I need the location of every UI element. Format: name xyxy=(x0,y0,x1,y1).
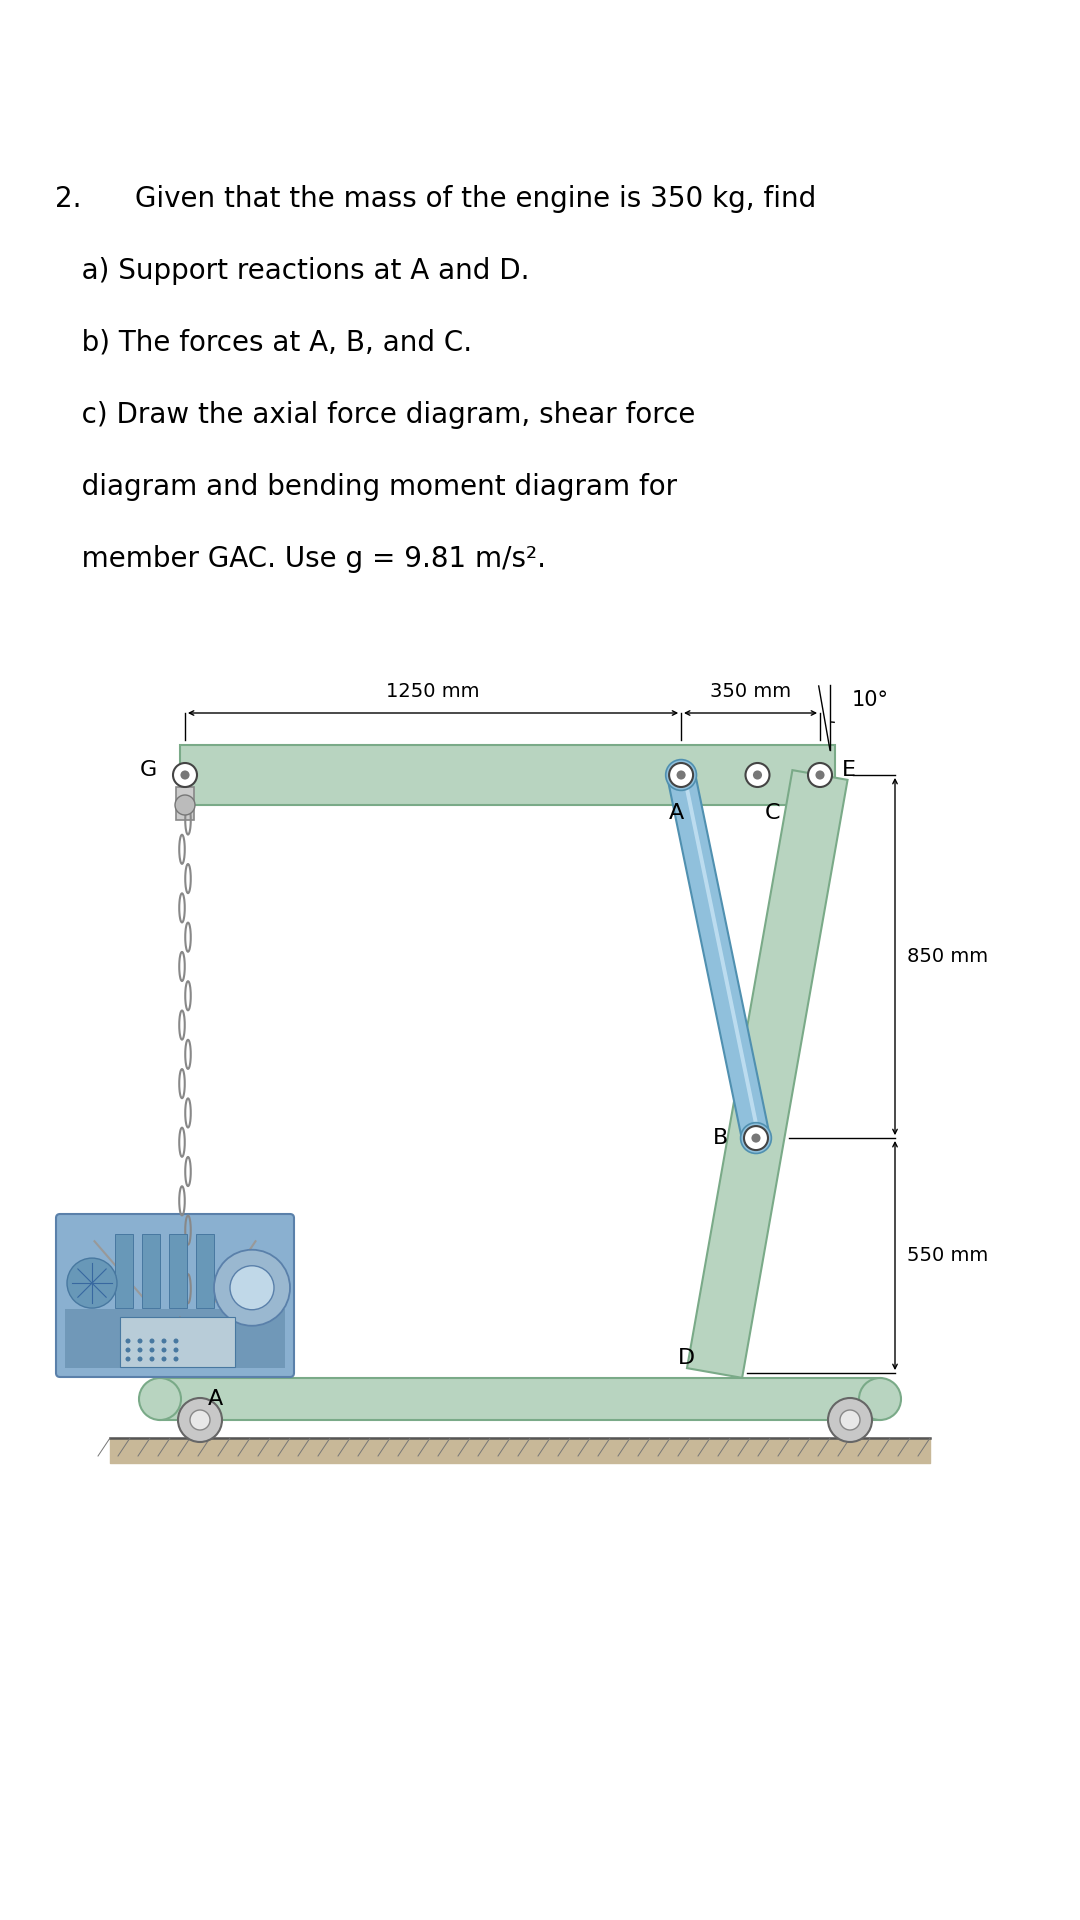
Text: G: G xyxy=(139,760,157,780)
Circle shape xyxy=(149,1338,154,1344)
Text: A: A xyxy=(207,1388,222,1409)
Text: A: A xyxy=(669,803,684,824)
Text: B: B xyxy=(713,1129,728,1148)
Circle shape xyxy=(137,1338,143,1344)
Circle shape xyxy=(67,1258,117,1308)
Text: member GAC. Use g = 9.81 m/s².: member GAC. Use g = 9.81 m/s². xyxy=(55,545,546,572)
Circle shape xyxy=(149,1348,154,1352)
Circle shape xyxy=(125,1338,131,1344)
Circle shape xyxy=(174,1338,178,1344)
Circle shape xyxy=(174,1357,178,1361)
Circle shape xyxy=(139,1379,181,1421)
Circle shape xyxy=(808,762,832,787)
Text: a) Support reactions at A and D.: a) Support reactions at A and D. xyxy=(55,257,529,284)
Circle shape xyxy=(174,1348,178,1352)
Bar xyxy=(65,1309,285,1367)
Circle shape xyxy=(149,1357,154,1361)
Text: D: D xyxy=(677,1348,694,1367)
FancyBboxPatch shape xyxy=(56,1213,294,1377)
Circle shape xyxy=(230,1265,274,1309)
Text: 2.: 2. xyxy=(55,184,81,213)
Circle shape xyxy=(178,1398,222,1442)
Circle shape xyxy=(752,1133,760,1142)
Circle shape xyxy=(815,770,824,780)
Circle shape xyxy=(162,1357,166,1361)
Text: 550 mm: 550 mm xyxy=(907,1246,988,1265)
Polygon shape xyxy=(160,1379,880,1421)
Bar xyxy=(176,787,194,820)
Polygon shape xyxy=(180,745,835,804)
Polygon shape xyxy=(687,770,848,1379)
Circle shape xyxy=(741,1123,771,1154)
Text: b) The forces at A, B, and C.: b) The forces at A, B, and C. xyxy=(55,328,472,357)
Bar xyxy=(168,1233,187,1308)
Circle shape xyxy=(162,1348,166,1352)
Circle shape xyxy=(828,1398,872,1442)
Circle shape xyxy=(173,762,197,787)
Bar xyxy=(120,1317,235,1367)
Circle shape xyxy=(676,770,686,780)
Text: Given that the mass of the engine is 350 kg, find: Given that the mass of the engine is 350… xyxy=(135,184,816,213)
Circle shape xyxy=(125,1348,131,1352)
Circle shape xyxy=(744,1125,768,1150)
Circle shape xyxy=(137,1357,143,1361)
Circle shape xyxy=(137,1348,143,1352)
Circle shape xyxy=(670,762,693,787)
Text: 1250 mm: 1250 mm xyxy=(387,682,480,701)
Text: diagram and bending moment diagram for: diagram and bending moment diagram for xyxy=(55,472,677,501)
Circle shape xyxy=(162,1338,166,1344)
Bar xyxy=(114,1233,133,1308)
Circle shape xyxy=(190,1409,210,1430)
Polygon shape xyxy=(683,774,760,1139)
Text: E: E xyxy=(842,760,856,780)
Text: c) Draw the axial force diagram, shear force: c) Draw the axial force diagram, shear f… xyxy=(55,401,696,428)
Circle shape xyxy=(125,1357,131,1361)
Circle shape xyxy=(840,1409,860,1430)
Circle shape xyxy=(175,795,195,814)
Circle shape xyxy=(859,1379,901,1421)
Circle shape xyxy=(753,770,762,780)
Circle shape xyxy=(665,760,697,791)
Bar xyxy=(195,1233,214,1308)
Text: C: C xyxy=(765,803,780,824)
Circle shape xyxy=(214,1250,291,1325)
Text: 350 mm: 350 mm xyxy=(710,682,792,701)
Text: 850 mm: 850 mm xyxy=(907,947,988,966)
Circle shape xyxy=(745,762,769,787)
Circle shape xyxy=(180,770,190,780)
Text: 10°: 10° xyxy=(852,689,889,710)
Bar xyxy=(141,1233,160,1308)
Polygon shape xyxy=(667,772,770,1140)
